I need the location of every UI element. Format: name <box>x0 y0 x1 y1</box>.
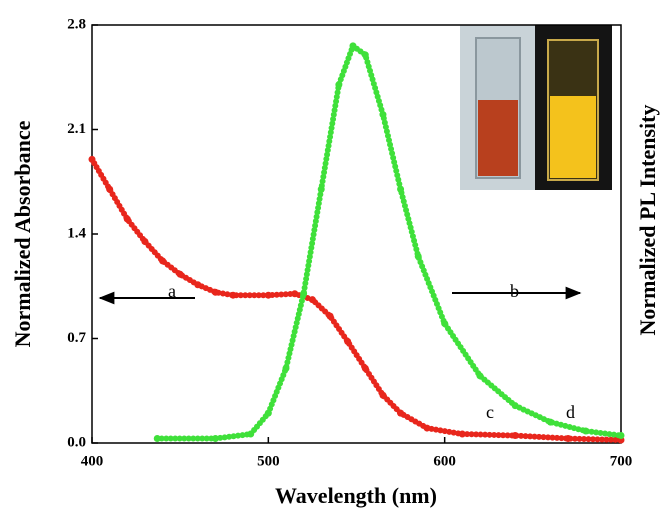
data-point <box>212 435 219 442</box>
data-point <box>154 435 161 442</box>
data-point <box>344 338 351 345</box>
data-point <box>459 431 466 438</box>
y-tick-label: 2.1 <box>67 121 86 137</box>
y-axis-label: Normalized Absorbance <box>10 120 35 347</box>
data-point <box>512 432 519 439</box>
data-point <box>441 320 448 327</box>
y-tick-label: 1.4 <box>67 225 86 241</box>
data-point <box>291 290 298 297</box>
page: Wavelength (nm) Normalized Absorbance No… <box>0 0 663 516</box>
data-point <box>379 111 386 118</box>
data-point <box>565 435 572 442</box>
x-tick-label: 500 <box>257 453 280 469</box>
data-point <box>362 51 369 58</box>
data-point <box>124 216 131 223</box>
data-point <box>141 238 148 245</box>
data-point <box>177 271 184 278</box>
inset-label: c <box>486 402 494 422</box>
chart: Wavelength (nm) Normalized Absorbance No… <box>0 0 663 516</box>
data-point <box>476 372 483 379</box>
data-point <box>397 410 404 417</box>
data-point <box>282 365 289 372</box>
annotation: b <box>510 281 519 301</box>
data-point <box>106 186 113 193</box>
data-point <box>265 410 272 417</box>
data-point <box>397 186 404 193</box>
data-point <box>327 313 334 320</box>
x-tick-label: 700 <box>610 453 633 469</box>
data-point <box>89 156 96 163</box>
data-point <box>247 431 254 438</box>
y-tick-label: 0.7 <box>67 330 86 346</box>
y-tick-label: 2.8 <box>67 16 86 32</box>
inset-photo <box>460 25 612 190</box>
data-point <box>309 296 316 303</box>
inset-label: d <box>566 402 575 422</box>
data-point <box>424 425 431 432</box>
data-point <box>212 289 219 296</box>
data-point <box>379 392 386 399</box>
data-point <box>618 432 625 439</box>
data-point <box>362 365 369 372</box>
annotation: a <box>168 281 176 301</box>
data-point <box>512 402 519 409</box>
y2-axis-label: Normalized PL Intensity <box>635 105 660 336</box>
data-point <box>265 292 272 299</box>
data-point <box>230 292 237 299</box>
x-tick-label: 600 <box>433 453 456 469</box>
data-point <box>194 281 201 288</box>
data-point <box>318 186 325 193</box>
data-point <box>415 253 422 260</box>
data-point <box>349 42 356 49</box>
data-point <box>582 428 589 435</box>
data-point <box>547 419 554 426</box>
data-point <box>335 81 342 88</box>
data-point <box>300 290 307 297</box>
y-tick-label: 0.0 <box>67 434 86 450</box>
data-point <box>159 257 166 264</box>
x-tick-label: 400 <box>81 453 104 469</box>
x-axis-label: Wavelength (nm) <box>275 483 437 508</box>
